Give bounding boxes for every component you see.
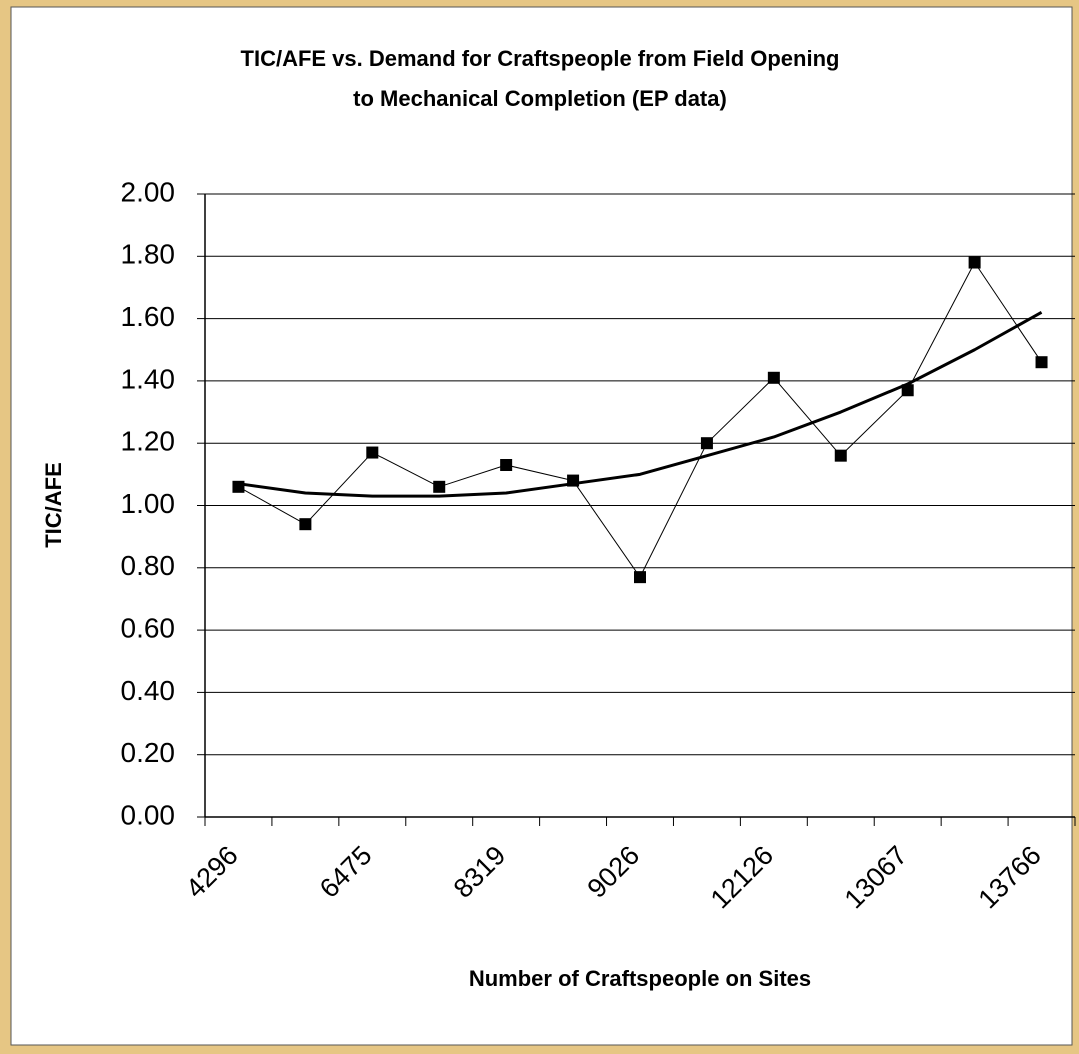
data-point <box>767 371 780 384</box>
y-tick-label: 0.20 <box>121 737 176 768</box>
data-point <box>366 446 379 459</box>
data-point <box>634 571 646 584</box>
x-axis-title: Number of Craftspeople on Sites <box>469 966 811 991</box>
y-tick-label: 0.00 <box>121 799 176 830</box>
y-tick-label: 1.20 <box>121 426 176 457</box>
data-point <box>700 437 713 450</box>
y-tick-label: 0.80 <box>121 550 176 581</box>
data-point <box>901 384 914 397</box>
series-line <box>238 311 1043 498</box>
y-tick-label: 0.60 <box>121 612 176 643</box>
chart-background <box>10 6 1073 1046</box>
y-tick-label: 1.00 <box>121 488 176 519</box>
chart-title: to Mechanical Completion (EP data) <box>353 86 727 111</box>
y-tick-label: 1.40 <box>121 363 176 394</box>
chart-title: TIC/AFE vs. Demand for Craftspeople from… <box>241 46 840 71</box>
data-point <box>968 256 981 269</box>
data-point <box>299 518 312 531</box>
y-tick-label: 2.00 <box>121 176 176 207</box>
data-point <box>834 449 847 462</box>
y-axis-title: TIC/AFE <box>41 462 66 548</box>
data-point <box>433 480 446 493</box>
data-point <box>232 480 245 493</box>
y-tick-label: 1.80 <box>121 239 176 270</box>
data-point <box>500 459 513 472</box>
data-point <box>1035 356 1048 369</box>
y-tick-label: 0.40 <box>121 675 176 706</box>
y-tick-label: 1.60 <box>121 301 176 332</box>
